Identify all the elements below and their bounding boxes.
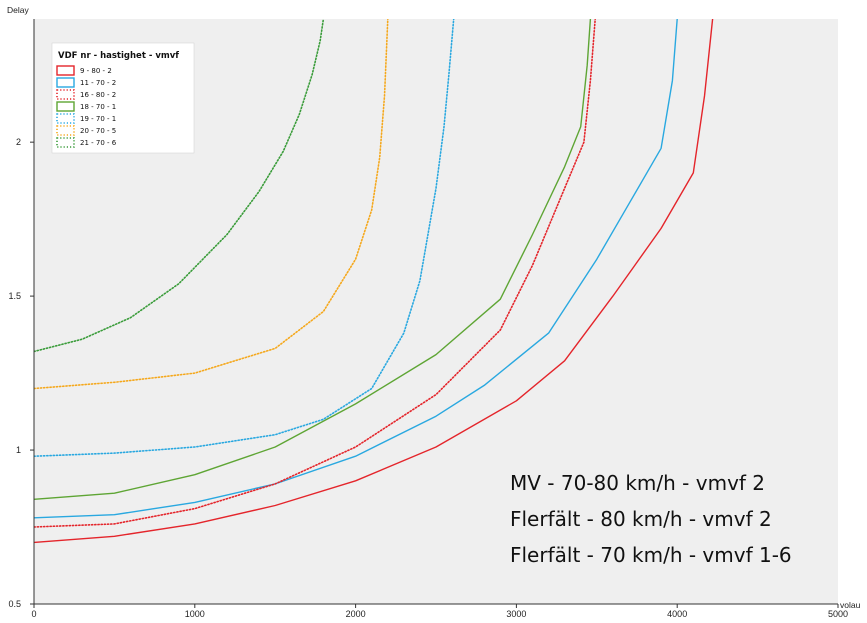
series-line bbox=[34, 19, 455, 458]
legend-swatch bbox=[56, 77, 75, 88]
annotation-line: Flerfält - 70 km/h - vmvf 1-6 bbox=[510, 543, 792, 567]
legend-label: 21 - 70 - 6 bbox=[80, 139, 117, 147]
annotation-layer: MV - 70-80 km/h - vmvf 2 Flerfält - 80 k… bbox=[510, 471, 792, 567]
x-tick-label: 3000 bbox=[506, 609, 526, 619]
legend: VDF nr - hastighet - vmvf 9 - 80 - 2 11 -… bbox=[51, 42, 195, 154]
series-line bbox=[34, 19, 597, 528]
x-tick-label: 2000 bbox=[346, 609, 366, 619]
legend-box bbox=[51, 42, 195, 154]
series-line bbox=[34, 19, 678, 519]
legend-label: 16 - 80 - 2 bbox=[80, 91, 116, 99]
annotation-line: Flerfält - 80 km/h - vmvf 2 bbox=[510, 507, 772, 531]
legend-swatch bbox=[56, 101, 75, 112]
legend-items: 9 - 80 - 2 11 - 70 - 2 16 - 80 - 2 18 - 70 … bbox=[56, 65, 117, 148]
legend-label: 18 - 70 - 1 bbox=[80, 103, 116, 111]
legend-label: 9 - 80 - 2 bbox=[80, 67, 112, 75]
y-tick-label: 0.5 bbox=[8, 599, 21, 609]
x-tick-label: 5000 bbox=[828, 609, 848, 619]
series-line bbox=[34, 19, 592, 500]
legend-label: 19 - 70 - 1 bbox=[80, 115, 116, 123]
y-tick-label: 1.5 bbox=[8, 291, 21, 301]
x-tick-label: 0 bbox=[31, 609, 36, 619]
legend-label: 11 - 70 - 2 bbox=[80, 79, 116, 87]
annotation-line: MV - 70-80 km/h - vmvf 2 bbox=[510, 471, 765, 495]
series-line bbox=[34, 19, 325, 353]
legend-swatch bbox=[56, 65, 75, 76]
y-tick-label: 2 bbox=[16, 137, 21, 147]
series-line bbox=[34, 19, 389, 390]
x-tick-label: 4000 bbox=[667, 609, 687, 619]
x-axis-title: volau bbox=[840, 600, 861, 610]
axis-layer: 0 1000 2000 3000 4000 5000 0.5 1 1.5 2 bbox=[8, 19, 848, 619]
legend-title: VDF nr - hastighet - vmvf bbox=[58, 51, 179, 61]
legend-label: 20 - 70 - 5 bbox=[80, 127, 116, 135]
y-tick-label: 1 bbox=[16, 445, 21, 455]
series-layer bbox=[34, 19, 714, 544]
series-line bbox=[34, 19, 714, 544]
y-axis-title: Delay bbox=[7, 5, 29, 15]
x-tick-label: 1000 bbox=[185, 609, 205, 619]
